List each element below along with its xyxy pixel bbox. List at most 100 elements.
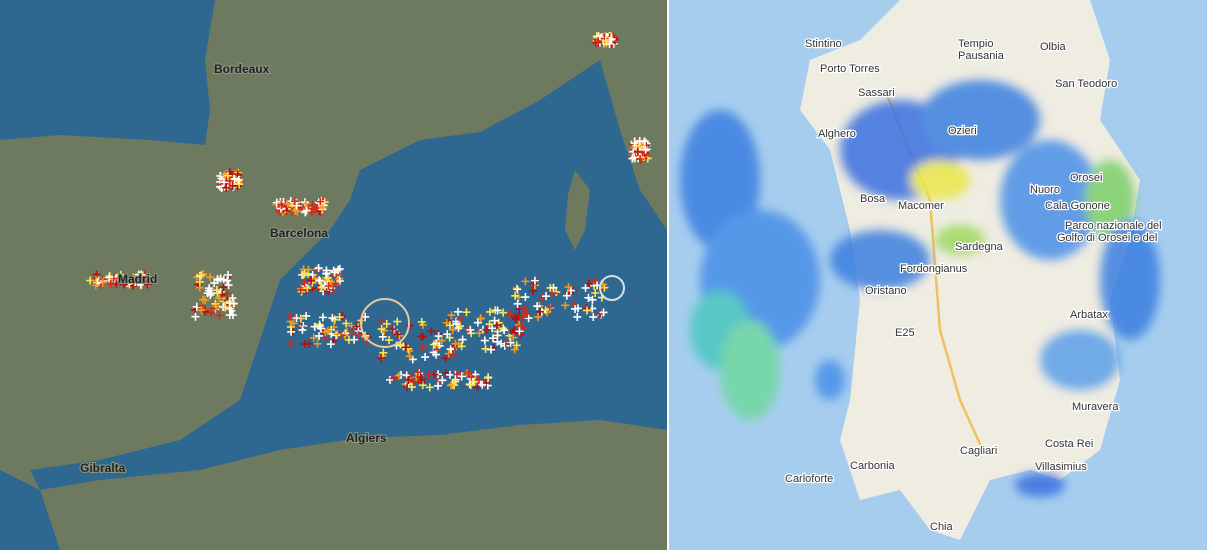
strike: [347, 327, 356, 336]
strike: [377, 325, 386, 334]
strike: [394, 371, 403, 380]
strike: [434, 381, 443, 390]
echo: [1000, 140, 1100, 260]
strike: [219, 283, 228, 292]
strike: [316, 277, 325, 286]
strike: [307, 276, 316, 285]
strike: [143, 274, 152, 283]
place-label: Chia: [930, 521, 954, 533]
strike: [131, 278, 140, 287]
strike: [445, 321, 454, 330]
place-label: Nuoro: [1030, 184, 1060, 196]
lightning-strikes: [86, 32, 652, 392]
island: [565, 170, 590, 250]
strike: [335, 313, 344, 322]
strike: [404, 376, 413, 385]
strike: [207, 308, 216, 317]
strike: [573, 304, 582, 313]
strike: [529, 280, 538, 289]
strike: [302, 206, 311, 215]
strike: [413, 368, 422, 377]
strike: [641, 145, 650, 154]
place-label: Oristano: [865, 285, 907, 297]
strike: [300, 340, 309, 349]
marker: [599, 275, 625, 301]
strike: [215, 294, 224, 303]
strike: [377, 317, 386, 326]
strike: [582, 306, 591, 315]
echo: [1085, 160, 1135, 240]
strike: [443, 330, 452, 339]
strike: [601, 36, 610, 45]
strike: [220, 179, 229, 188]
place-label: Bosa: [860, 193, 886, 205]
strike: [106, 280, 115, 289]
strike: [515, 327, 524, 336]
strike: [542, 292, 551, 301]
strike: [427, 327, 436, 336]
strike: [511, 315, 520, 324]
strike: [389, 374, 398, 383]
strike: [441, 369, 450, 378]
strike: [457, 372, 466, 381]
strike: [206, 273, 215, 282]
strike: [418, 332, 427, 341]
place-label: Villasimius: [1035, 461, 1087, 473]
place-label: Golfo di Orosei e del: [1057, 232, 1157, 244]
sea: [30, 60, 667, 490]
strike: [415, 369, 424, 378]
strike: [225, 168, 234, 177]
echo: [830, 230, 930, 290]
strike: [513, 285, 522, 294]
strike: [292, 313, 301, 322]
strike: [470, 377, 479, 386]
strike: [286, 339, 295, 348]
strike: [213, 276, 222, 285]
strike: [302, 311, 311, 320]
strike: [135, 272, 144, 281]
city-label: Bordeaux: [214, 62, 270, 76]
place-label: Carbonia: [850, 460, 896, 472]
strike: [497, 339, 506, 348]
strike: [225, 176, 234, 185]
strike: [418, 381, 427, 390]
strike: [489, 334, 498, 343]
strike: [421, 353, 430, 362]
echo: [1040, 330, 1120, 390]
strike: [462, 308, 471, 317]
strike: [581, 283, 590, 292]
strike: [466, 381, 475, 390]
strike: [386, 375, 395, 384]
place-label: Pausania: [958, 50, 1005, 62]
strike: [286, 312, 295, 321]
sea: [0, 470, 60, 550]
place-label: San Teodoro: [1055, 78, 1117, 90]
strike: [309, 333, 318, 342]
strike: [562, 291, 571, 300]
strike: [533, 302, 542, 311]
strike: [287, 327, 296, 336]
strike: [584, 279, 593, 288]
strike: [584, 293, 593, 302]
strike: [523, 310, 532, 319]
strike: [315, 276, 324, 285]
echo: [910, 160, 970, 200]
strike: [378, 332, 387, 341]
city-label: Algiers: [346, 431, 387, 445]
strike: [561, 301, 570, 310]
strike: [314, 264, 323, 273]
strike: [109, 274, 118, 283]
strike: [315, 331, 324, 340]
strike: [299, 321, 308, 330]
strike: [322, 269, 331, 278]
strike: [521, 293, 530, 302]
strike: [448, 350, 457, 359]
strike: [382, 319, 391, 328]
strike: [475, 329, 484, 338]
strike: [197, 306, 206, 315]
strike: [483, 373, 492, 382]
echo: [1100, 220, 1160, 340]
strike: [488, 324, 497, 333]
strike: [457, 342, 466, 351]
